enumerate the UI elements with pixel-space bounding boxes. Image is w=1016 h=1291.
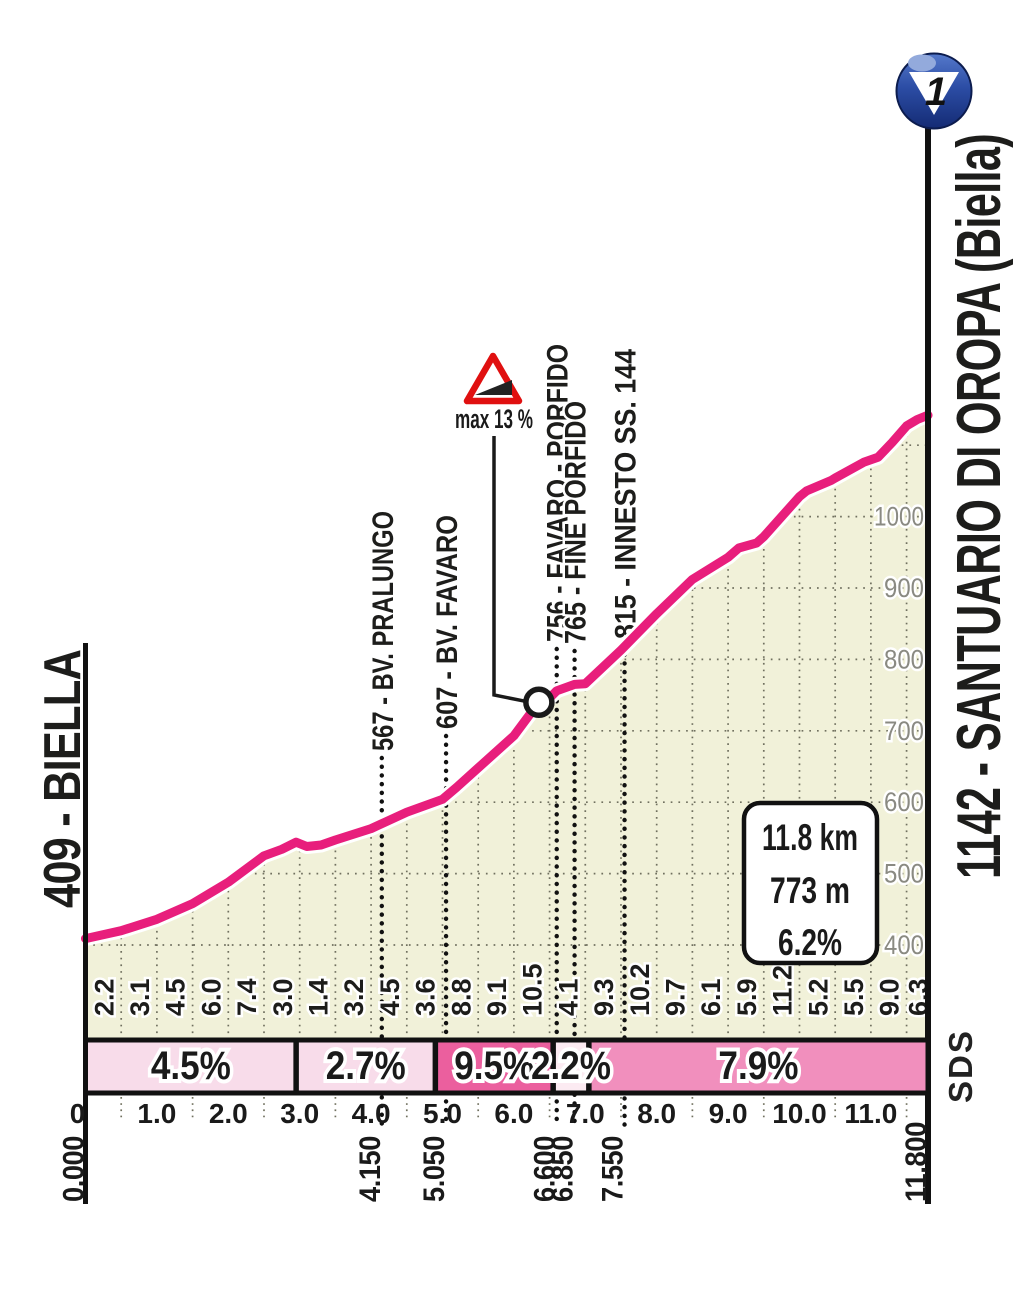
gradient-value: 5.2 — [803, 978, 833, 1016]
gradient-value: 3.2 — [339, 978, 369, 1016]
segment-label: 7.9% — [718, 1044, 798, 1088]
elevation-label: 700 — [884, 716, 924, 746]
km-tick-label: 8.0 — [637, 1098, 676, 1129]
gradient-segment — [553, 1040, 589, 1093]
km-axis: 0 1.0 2.0 3.0 4.0 5.0 6.0 7.0 8.0 9.0 10.0 11.0 — [70, 1097, 908, 1129]
gradient-value: 4.5 — [375, 978, 405, 1016]
km-tick-label: 5.0 — [423, 1098, 462, 1129]
gradient-value: 4.5 — [161, 978, 191, 1016]
gradient-value: 11.2 — [768, 965, 798, 1016]
sds-logo: SDS — [942, 1029, 979, 1103]
gradient-value: 10.5 — [518, 963, 548, 1016]
summary-gain: 773 m — [770, 870, 850, 911]
gradient-value: 3.6 — [411, 978, 441, 1016]
elevation-label: 400 — [884, 930, 924, 960]
category-1-climb-icon: 1 — [895, 52, 973, 130]
km-tick-label: 7.0 — [566, 1098, 605, 1129]
max-gradient-callout: max 13 % — [455, 352, 555, 718]
boundary-km-label: 6.850 — [547, 1136, 580, 1202]
segment-label: 9.5% — [454, 1044, 534, 1088]
gradient-value: 9.0 — [875, 978, 905, 1016]
gradient-value: 5.9 — [732, 978, 762, 1016]
segment-gradient-bar: 4.5% 2.7% 9.5%2.2% 7.9% — [83, 1037, 931, 1096]
km-tick-label: 1.0 — [137, 1098, 176, 1129]
elevation-label: 900 — [884, 573, 924, 603]
elevation-label: 800 — [884, 644, 924, 674]
gradient-value: 6.0 — [196, 978, 226, 1016]
boundary-km-label: 5.050 — [418, 1136, 451, 1202]
elevation-label: 500 — [884, 859, 924, 889]
km-tick-label: 9.0 — [709, 1098, 748, 1129]
gradient-value: 10.2 — [625, 963, 655, 1016]
landmark-label: 607 - BV. FAVARO — [431, 515, 464, 729]
gradient-value: 4.1 — [553, 978, 583, 1016]
landmark-markers: 567 - BV. PRALUNGO 607 - BV. FAVARO 756 - … — [364, 342, 645, 1129]
landmark-label: 765 - FINE PORFIDO — [560, 401, 593, 644]
summary-average: 6.2% — [778, 922, 842, 963]
finish-title: 1142 - SANTUARIO DI OROPA (Biella) — [945, 134, 1014, 879]
elevation-label: 1000 — [874, 502, 924, 532]
max-gradient-point-marker — [523, 686, 555, 718]
gradient-value: 9.1 — [482, 978, 512, 1016]
gradient-value: 8.8 — [446, 978, 476, 1016]
segment-label: 2.2% — [531, 1044, 611, 1088]
segment-label: 2.7% — [326, 1044, 406, 1088]
gradient-value: 2.2 — [89, 978, 119, 1016]
boundary-km-label: 6.600 — [529, 1136, 562, 1202]
profile-line — [81, 410, 933, 944]
boundary-km-label: 4.150 — [354, 1136, 387, 1202]
gradient-segment — [85, 1040, 297, 1093]
landmark-label: 756 - FAVARO - PORFIDO — [542, 344, 575, 642]
landmark-label: 815 - INNESTO SS. 144 — [610, 349, 643, 639]
gradient-value: 1.4 — [304, 978, 334, 1016]
boundary-km-label: 11.800 — [900, 1122, 933, 1202]
km-tick-label: 3.0 — [280, 1098, 319, 1129]
segment-bar-border — [83, 1037, 931, 1096]
km-tick-label: 4.0 — [352, 1098, 391, 1129]
landmark-label: 567 - BV. PRALUNGO — [367, 511, 400, 751]
boundary-km-label: 0.000 — [58, 1136, 91, 1202]
km-tick-label: 6.0 — [494, 1098, 533, 1129]
segment-label: 4.5% — [151, 1044, 231, 1088]
gradient-value: 3.0 — [268, 978, 298, 1016]
elevation-label: 600 — [884, 787, 924, 817]
gradient-value: 9.3 — [589, 978, 619, 1016]
gradient-value: 7.4 — [232, 978, 262, 1016]
boundary-km-label: 7.550 — [597, 1136, 630, 1202]
start-title: 409 - BIELLA — [34, 650, 92, 908]
gradient-value: 6.1 — [696, 978, 726, 1016]
gradient-segment — [435, 1040, 554, 1093]
km-tick-label: 10.0 — [772, 1098, 827, 1129]
climb-summary-box: 11.8 km 773 m 6.2% — [741, 800, 880, 966]
gradient-value: 9.7 — [661, 978, 691, 1016]
elevation-axis-labels: 400 500 600 700 800 900 1000 — [872, 499, 927, 962]
gradient-value: 3.1 — [125, 978, 155, 1016]
km-tick-label: 11.0 — [844, 1098, 897, 1129]
summary-length: 11.8 km — [762, 817, 858, 858]
max-gradient-label: max 13 % — [455, 404, 533, 434]
callout-line — [492, 436, 526, 703]
km-tick-label: 0 — [70, 1098, 86, 1129]
gradient-segment — [588, 1040, 928, 1093]
gradient-segment — [296, 1040, 436, 1093]
steep-warning-icon — [463, 352, 523, 405]
km-tick-label: 2.0 — [209, 1098, 248, 1129]
category-number: 1 — [925, 70, 947, 114]
gradient-value: 5.5 — [839, 978, 869, 1016]
